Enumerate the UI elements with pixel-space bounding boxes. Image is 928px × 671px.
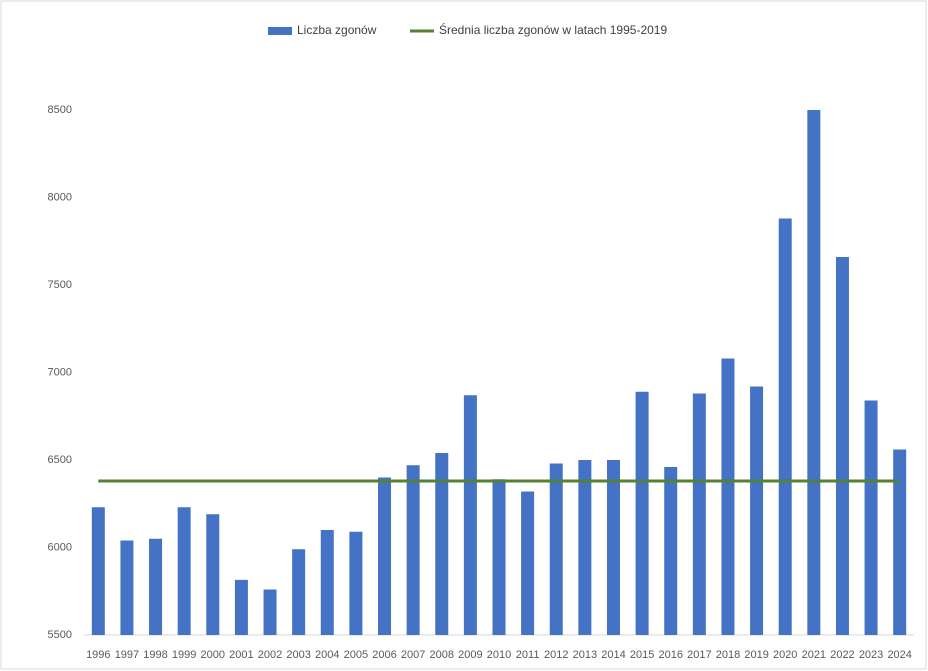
bar	[320, 530, 334, 635]
x-tick-label: 2010	[487, 649, 511, 661]
bar	[177, 507, 191, 635]
x-tick-label: 2001	[229, 649, 253, 661]
bar	[206, 514, 220, 635]
x-tick-label: 2023	[859, 649, 883, 661]
bar	[750, 386, 764, 635]
bar	[349, 531, 363, 635]
bar	[406, 465, 420, 635]
bar	[234, 579, 248, 635]
x-tick-label: 1998	[143, 649, 167, 661]
y-tick-label: 8000	[48, 191, 72, 203]
bar	[549, 463, 563, 635]
x-tick-label: 2002	[258, 649, 282, 661]
bar	[521, 491, 535, 635]
x-tick-label: 2007	[401, 649, 425, 661]
bar	[807, 110, 821, 635]
legend: Liczba zgonów Średnia liczba zgonów w lat…	[268, 22, 667, 37]
y-tick-label: 7000	[48, 366, 72, 378]
x-tick-label: 2004	[315, 649, 339, 661]
bar	[578, 460, 592, 635]
y-tick-label: 6500	[48, 454, 72, 466]
bar	[263, 589, 277, 635]
x-tick-label: 2003	[286, 649, 310, 661]
bar	[635, 391, 649, 635]
bar	[721, 358, 735, 635]
x-tick-label: 2005	[344, 649, 368, 661]
bar	[120, 540, 134, 635]
x-tick-label: 2011	[516, 649, 540, 661]
bar	[835, 257, 849, 635]
x-tick-label: 2008	[430, 649, 454, 661]
bar	[91, 507, 105, 635]
x-tick-label: 2015	[630, 649, 654, 661]
bar	[149, 538, 163, 635]
x-tick-label: 2017	[687, 649, 711, 661]
x-tick-label: 1997	[115, 649, 139, 661]
x-tick-label: 2019	[744, 649, 768, 661]
bar	[778, 218, 792, 635]
bar	[435, 453, 449, 635]
x-tick-label: 2022	[830, 649, 854, 661]
bar	[893, 449, 907, 635]
x-tick-label: 2020	[773, 649, 797, 661]
legend-label: Liczba zgonów	[297, 23, 377, 37]
x-tick-label: 2014	[601, 649, 625, 661]
bar	[864, 400, 878, 635]
bar	[692, 393, 706, 635]
y-tick-label: 6000	[48, 541, 72, 553]
x-tick-label: 2006	[372, 649, 396, 661]
bar	[378, 477, 392, 635]
x-tick-label: 2016	[658, 649, 682, 661]
y-tick-label: 8500	[48, 104, 72, 116]
x-tick-label: 2000	[201, 649, 225, 661]
y-tick-label: 5500	[48, 629, 72, 641]
x-tick-label: 2013	[573, 649, 597, 661]
bar	[492, 479, 506, 635]
x-tick-label: 2012	[544, 649, 568, 661]
bar	[606, 460, 620, 635]
bar	[664, 467, 678, 635]
legend-swatch	[268, 27, 292, 35]
bar	[292, 549, 306, 635]
x-tick-label: 1999	[172, 649, 196, 661]
x-tick-label: 2024	[887, 649, 911, 661]
legend-label: Średnia liczba zgonów w latach 1995-2019	[439, 22, 667, 37]
y-tick-label: 7500	[48, 279, 72, 291]
x-tick-label: 2021	[802, 649, 826, 661]
x-tick-label: 2009	[458, 649, 482, 661]
bar	[463, 395, 477, 635]
x-tick-label: 2018	[716, 649, 740, 661]
x-tick-label: 1996	[86, 649, 110, 661]
